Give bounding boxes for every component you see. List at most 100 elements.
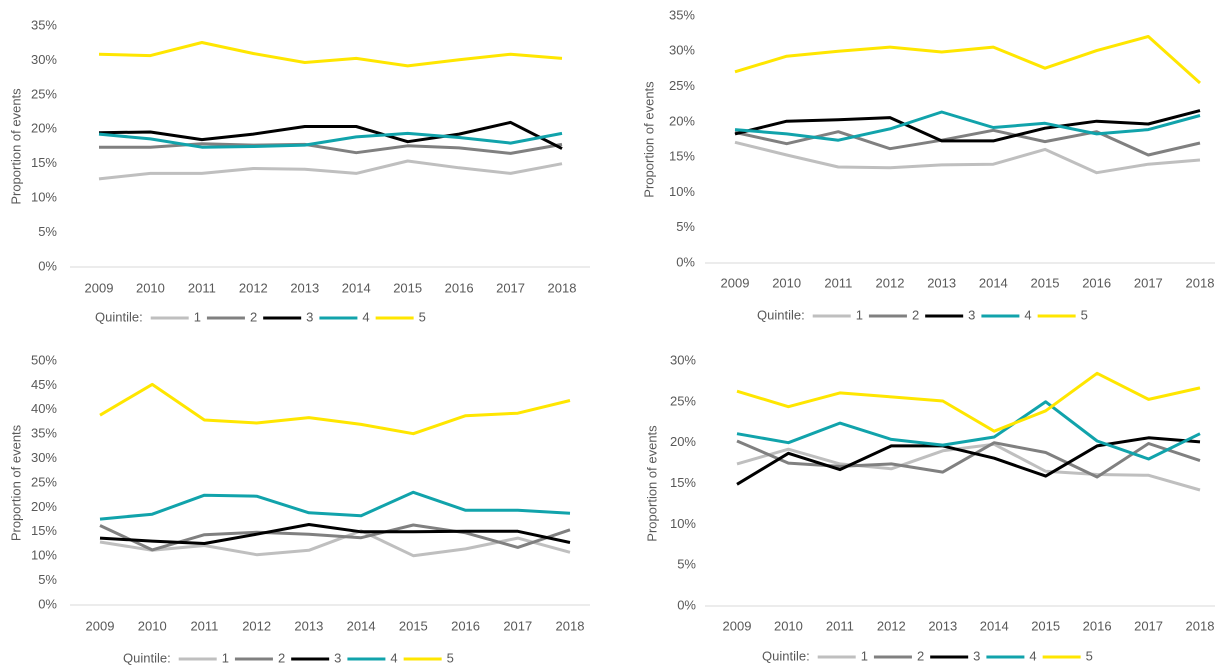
y-tick-label: 10% — [670, 516, 696, 531]
x-tick-label: 2012 — [877, 618, 906, 633]
series-line — [98, 120, 563, 150]
y-tick-label: 10% — [31, 190, 57, 205]
y-tick-label: 5% — [38, 572, 57, 587]
x-tick-label: 2015 — [1031, 618, 1060, 633]
y-tick-label: 35% — [669, 7, 695, 22]
x-tick-label: 2011 — [188, 280, 216, 295]
series-line — [99, 142, 563, 155]
x-tick-label: 2012 — [242, 618, 271, 633]
series-line — [99, 523, 571, 545]
y-tick-label: 20% — [31, 499, 57, 514]
series-line — [736, 442, 1201, 492]
legend-label: 4 — [362, 309, 369, 324]
legend-label: 5 — [447, 650, 454, 665]
y-tick-label: 5% — [677, 557, 696, 572]
x-tick-label: 2009 — [723, 618, 752, 633]
legend-label: 2 — [278, 650, 285, 665]
y-tick-label: 25% — [31, 86, 57, 101]
y-tick-label: 15% — [31, 523, 57, 538]
x-tick-label: 2009 — [85, 280, 114, 295]
y-axis-label: Proportion of events — [8, 88, 23, 205]
y-tick-label: 35% — [31, 426, 57, 441]
y-axis-label: Proportion of events — [644, 425, 659, 542]
series-line — [99, 529, 571, 558]
x-tick-label: 2013 — [290, 280, 319, 295]
y-tick-label: 25% — [670, 393, 696, 408]
legend-label: 2 — [250, 309, 257, 324]
series-line — [99, 382, 571, 436]
y-tick-label: 10% — [31, 548, 57, 563]
x-tick-label: 2016 — [451, 618, 480, 633]
x-tick-label: 2016 — [1083, 618, 1112, 633]
legend-label: 1 — [856, 307, 863, 322]
series-line — [734, 109, 1201, 143]
legend-label: 2 — [917, 648, 924, 663]
legend-label: 3 — [968, 307, 975, 322]
x-tick-label: 2011 — [824, 275, 852, 290]
y-axis-label: Proportion of events — [8, 424, 23, 541]
x-tick-label: 2011 — [190, 618, 218, 633]
y-tick-label: 15% — [31, 155, 57, 170]
series-line — [734, 128, 1201, 157]
series-line — [734, 140, 1201, 175]
x-tick-label: 2017 — [503, 618, 532, 633]
x-tick-label: 2017 — [1134, 275, 1163, 290]
y-tick-label: 30% — [669, 43, 695, 58]
y-tick-label: 25% — [31, 474, 57, 489]
legend-label: 5 — [1086, 648, 1093, 663]
series-line — [734, 35, 1202, 85]
x-tick-label: 2014 — [342, 280, 371, 295]
x-tick-label: 2013 — [928, 618, 957, 633]
legend-label: 4 — [1024, 307, 1031, 322]
x-tick-label: 2016 — [445, 280, 474, 295]
y-tick-label: 30% — [31, 52, 57, 67]
y-tick-label: 15% — [670, 475, 696, 490]
x-tick-label: 2016 — [1082, 275, 1111, 290]
y-tick-label: 30% — [670, 352, 696, 367]
legend-title: Quintile: — [757, 307, 805, 322]
x-tick-label: 2010 — [136, 280, 165, 295]
series-line — [736, 436, 1201, 486]
x-tick-label: 2015 — [393, 280, 422, 295]
y-tick-label: 0% — [38, 596, 57, 611]
legend-title: Quintile: — [762, 648, 810, 663]
x-tick-label: 2015 — [399, 618, 428, 633]
x-tick-label: 2012 — [239, 280, 268, 295]
y-tick-label: 45% — [31, 377, 57, 392]
x-tick-label: 2013 — [294, 618, 323, 633]
legend-title: Quintile: — [95, 309, 143, 324]
y-tick-label: 20% — [31, 121, 57, 136]
series-line — [98, 159, 563, 181]
y-tick-label: 20% — [669, 113, 695, 128]
x-tick-label: 2014 — [980, 618, 1009, 633]
y-tick-label: 10% — [669, 184, 695, 199]
x-tick-label: 2018 — [556, 618, 585, 633]
x-tick-label: 2014 — [979, 275, 1008, 290]
series-line — [736, 439, 1201, 479]
y-tick-label: 20% — [670, 434, 696, 449]
y-tick-label: 15% — [669, 149, 695, 164]
y-tick-label: 40% — [31, 401, 57, 416]
x-tick-label: 2018 — [548, 280, 577, 295]
legend-label: 5 — [1081, 307, 1088, 322]
x-tick-label: 2015 — [1031, 275, 1060, 290]
y-tick-label: 5% — [676, 219, 695, 234]
x-tick-label: 2012 — [876, 275, 905, 290]
legend-label: 4 — [390, 650, 397, 665]
series-line — [736, 371, 1201, 433]
y-tick-label: 5% — [38, 224, 57, 239]
x-tick-label: 2011 — [826, 618, 854, 633]
legend-label: 1 — [861, 648, 868, 663]
x-tick-label: 2010 — [774, 618, 803, 633]
y-tick-label: 0% — [38, 258, 57, 273]
x-tick-label: 2014 — [347, 618, 376, 633]
y-tick-label: 50% — [31, 352, 57, 367]
x-tick-label: 2009 — [86, 618, 115, 633]
y-tick-label: 25% — [669, 78, 695, 93]
y-axis-label: Proportion of events — [641, 81, 656, 198]
legend-label: 3 — [973, 648, 980, 663]
legend-label: 4 — [1029, 648, 1036, 663]
y-tick-label: 0% — [676, 254, 695, 269]
x-tick-label: 2018 — [1186, 618, 1215, 633]
